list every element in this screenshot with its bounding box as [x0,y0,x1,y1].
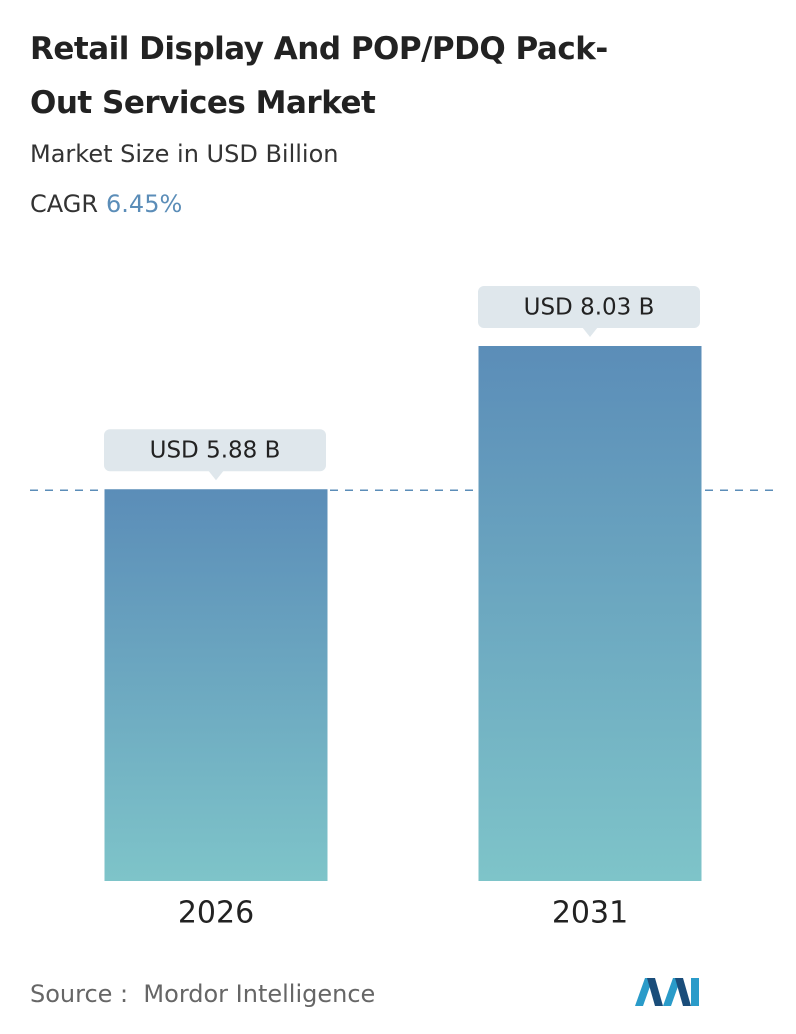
value-label: USD 8.03 B [524,295,655,321]
cagr-label: CAGR [30,190,99,218]
source-label: Source : [30,980,129,1008]
cagr-value: 6.45% [106,190,183,218]
logo [635,978,699,1006]
source: Source : Mordor Intelligence [30,980,375,1008]
x-tick-label: 2026 [178,896,254,931]
value-label-box [104,429,326,472]
value-label-pointer [582,327,598,337]
value-label-box [478,286,700,328]
x-tick-label: 2031 [552,896,628,931]
value-label-pointer [208,470,224,481]
chart-title: Retail Display And POP/PDQ Pack-Out Serv… [30,31,608,121]
source-name: Mordor Intelligence [143,980,376,1008]
bar [104,489,328,881]
cagr: CAGR 6.45% [30,190,182,218]
bar [478,346,702,881]
value-label: USD 5.88 B [150,438,281,464]
subtitle: Market Size in USD Billion [30,140,339,168]
chart: USD 5.88 B 2026 USD 8.03 B 2031 [30,286,780,931]
